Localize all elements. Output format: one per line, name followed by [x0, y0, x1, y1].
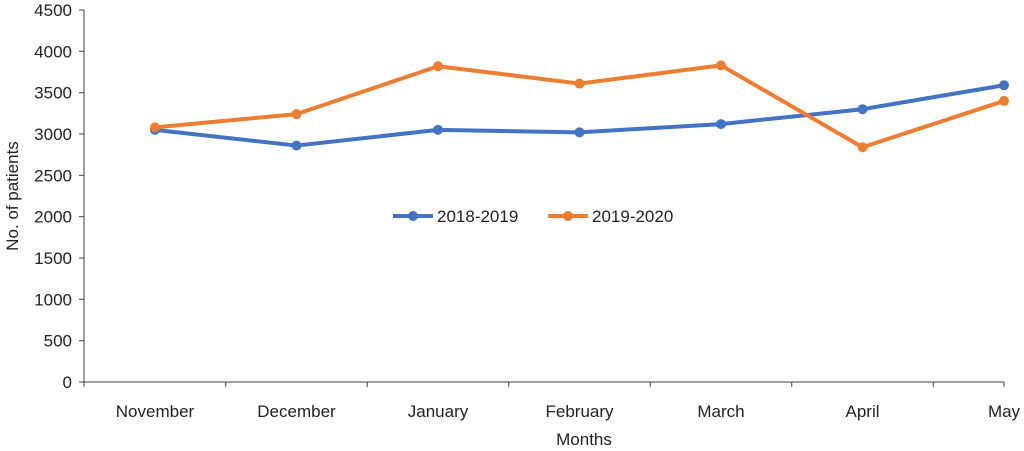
x-tick-label: March: [697, 402, 744, 421]
data-point: [291, 109, 302, 120]
data-point: [150, 122, 160, 133]
y-tick-label: 1000: [34, 290, 72, 309]
data-point: [433, 124, 443, 135]
y-axis-ticks: 0 500 1000 1500 2000 2500 3000 3500 4000 4500: [34, 1, 84, 392]
y-tick-label: 0: [63, 373, 72, 392]
y-tick-label: 1500: [34, 249, 72, 268]
x-tick-label: November: [116, 402, 195, 421]
data-point: [999, 95, 1009, 106]
data-point: [999, 80, 1009, 91]
series-2019-2020: [150, 60, 1009, 153]
legend-swatch-marker: [563, 211, 573, 221]
legend-label: 2019-2020: [592, 207, 673, 226]
data-point: [716, 119, 726, 130]
data-point: [291, 140, 302, 151]
legend-item: 2019-2020: [548, 207, 673, 226]
data-point: [716, 60, 726, 71]
data-point: [857, 142, 868, 153]
legend-item: 2018-2019: [393, 207, 518, 226]
y-tick-label: 2000: [34, 208, 72, 227]
x-tick-label: April: [845, 402, 879, 421]
y-tick-label: 500: [44, 332, 72, 351]
y-tick-label: 2500: [34, 166, 72, 185]
legend-label: 2018-2019: [437, 207, 518, 226]
x-axis-ticks: November December January February March Apri…: [83, 382, 1021, 421]
y-tick-label: 3500: [34, 84, 72, 103]
data-point: [574, 78, 585, 89]
data-point: [574, 127, 585, 138]
x-axis-title: Months: [556, 430, 612, 449]
x-tick-label: December: [257, 402, 336, 421]
y-axis-title: No. of patients: [3, 141, 22, 251]
y-tick-label: 3000: [34, 125, 72, 144]
legend-swatch-marker: [408, 211, 418, 221]
x-tick-label: May: [988, 402, 1021, 421]
y-tick-label: 4000: [34, 42, 72, 61]
data-point: [433, 61, 443, 72]
y-tick-label: 4500: [34, 1, 72, 20]
x-tick-label: January: [408, 402, 469, 421]
legend: 2018-2019 2019-2020: [393, 207, 673, 226]
series-layer: [150, 60, 1009, 153]
x-tick-label: February: [545, 402, 614, 421]
data-point: [857, 104, 868, 115]
